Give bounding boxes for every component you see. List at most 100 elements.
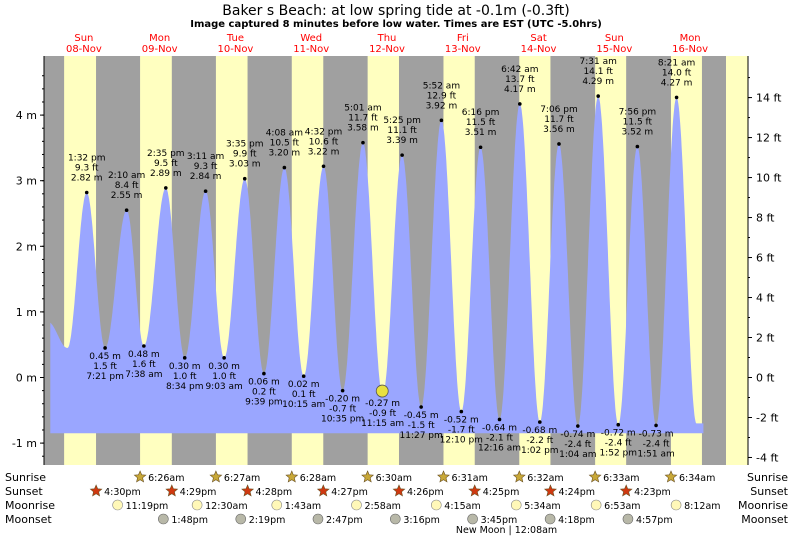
right-tick-label: 0 ft: [756, 372, 775, 385]
extreme-height-m: -0.64 m: [482, 423, 517, 433]
extreme-point: [262, 371, 266, 376]
extreme-point: [439, 118, 444, 123]
day-date: 14-Nov: [521, 44, 557, 55]
extreme-point: [674, 95, 679, 100]
extreme-time: 7:38 am: [125, 370, 162, 380]
extreme-height-m: 0.30 m: [208, 362, 240, 372]
row-label-right: Sunset: [750, 485, 788, 498]
moonset-icon: [390, 513, 401, 525]
extreme-height-m: -0.74 m: [560, 430, 595, 440]
extreme-height-ft: 11.5 ft: [466, 118, 496, 128]
low-tide-label: 0.06 m0.2 ft9:39 pm: [245, 371, 283, 408]
date-header: Sun08-NovMon09-NovTue10-NovWed11-NovThu1…: [66, 33, 708, 55]
extreme-height-ft: -2.1 ft: [486, 433, 513, 443]
extreme-height-m: 4.29 m: [582, 77, 614, 87]
extreme-time: 1:04 am: [559, 450, 596, 460]
extreme-height-ft: 1.0 ft: [212, 372, 236, 382]
day-name: Fri: [457, 33, 469, 44]
moonrise-icon: [351, 499, 362, 511]
right-tick-label: -4 ft: [756, 451, 779, 464]
row-label-left: Moonset: [5, 513, 52, 526]
extreme-height-ft: 10.6 ft: [309, 137, 339, 147]
high-tide-label: 2:35 pm9.5 ft2.89 m: [147, 149, 185, 190]
extreme-time: 12:16 am: [478, 443, 521, 453]
extreme-time: 7:21 pm: [86, 372, 124, 382]
extreme-height-m: 2.55 m: [111, 191, 143, 201]
extreme-height-m: -0.52 m: [444, 416, 479, 426]
extreme-height-ft: 12.9 ft: [427, 91, 457, 101]
moonset-icon: [622, 513, 634, 525]
extreme-time: 12:10 pm: [440, 436, 483, 446]
extreme-point: [321, 164, 326, 169]
moonrise-icon: [670, 499, 682, 511]
day-date: 15-Nov: [596, 44, 632, 55]
right-tick-label: 10 ft: [756, 172, 782, 185]
chart-title: Baker s Beach: at low spring tide at -0.…: [222, 3, 569, 19]
extreme-height-ft: 1.5 ft: [93, 362, 117, 372]
day-date: 13-Nov: [445, 44, 481, 55]
moonrise-icon: [590, 499, 602, 511]
low-tide-label: -0.73 m-2.4 ft1:51 am: [637, 423, 675, 459]
moonrise-icon: [431, 499, 442, 511]
sunrise-icon: [285, 470, 299, 483]
extreme-height-m: -0.45 m: [404, 411, 439, 421]
moonset-time: 2:19pm: [249, 515, 286, 526]
extreme-point: [478, 145, 483, 150]
sunrise-time: 6:32am: [527, 473, 563, 484]
extreme-time: 5:52 am: [423, 81, 460, 91]
moonrise-icon: [510, 499, 522, 511]
day-date: 16-Nov: [672, 44, 708, 55]
extreme-time: 1:32 pm: [68, 154, 106, 164]
extreme-height-ft: 0.1 ft: [292, 390, 316, 400]
day-name: Sat: [530, 33, 546, 44]
left-tick-label: 3 m: [16, 175, 37, 188]
extreme-time: 4:08 am: [266, 129, 303, 139]
left-tick-label: 0 m: [16, 372, 37, 385]
sunset-time: 4:25pm: [483, 487, 520, 498]
day-date: 12-Nov: [369, 44, 405, 55]
sunset-icon: [543, 484, 557, 497]
extreme-point: [242, 176, 247, 181]
extreme-height-m: 0.48 m: [128, 350, 160, 360]
extreme-height-ft: -2.2 ft: [526, 436, 553, 446]
axes: 4 m 3 m 2 m 1 m 0 m -1 m 14 ft 12 ft 10 ft 8 ft 6 …: [12, 56, 782, 465]
extreme-height-ft: 9.3 ft: [75, 164, 99, 174]
high-tide-label: 3:35 pm9.9 ft3.03 m: [226, 140, 264, 181]
extreme-height-m: 3.03 m: [229, 160, 261, 170]
low-tide-label: 0.45 m1.5 ft7:21 pm: [86, 346, 124, 382]
plot-area: 1:32 pm9.3 ft2.82 m0.45 m1.5 ft7:21 pm2:…: [44, 56, 748, 465]
extreme-time: 3:35 pm: [226, 140, 264, 150]
extreme-point: [103, 346, 107, 350]
extreme-point: [596, 94, 600, 98]
extreme-height-ft: -1.7 ft: [448, 426, 475, 436]
extreme-height-ft: 11.7 ft: [348, 114, 378, 124]
low-tide-label: -0.72 m-2.4 ft1:52 pm: [599, 422, 637, 459]
extreme-point: [400, 153, 404, 157]
extreme-height-ft: 11.7 ft: [544, 115, 574, 125]
sunrise-icon: [437, 470, 450, 483]
day-name: Wed: [300, 33, 322, 44]
extreme-height-ft: 1.6 ft: [132, 360, 156, 370]
day-date: 08-Nov: [66, 44, 102, 55]
extreme-point: [142, 344, 146, 348]
day-name: Thu: [377, 33, 397, 44]
extreme-height-ft: 9.9 ft: [233, 150, 257, 160]
extreme-time: 7:56 pm: [619, 108, 657, 118]
extreme-height-m: 3.51 m: [465, 128, 497, 138]
extreme-time: 3:11 am: [187, 152, 224, 162]
right-tick-label: 4 ft: [756, 292, 775, 305]
extreme-point: [203, 189, 208, 193]
row-label-right: Moonset: [741, 513, 788, 526]
extreme-time: 2:35 pm: [147, 149, 185, 159]
extreme-height-m: 0.06 m: [248, 378, 280, 388]
sunrise-time: 6:33am: [603, 473, 639, 484]
moonrise-time: 8:12am: [684, 501, 720, 512]
sunset-icon: [89, 484, 103, 497]
extreme-point: [340, 388, 345, 393]
